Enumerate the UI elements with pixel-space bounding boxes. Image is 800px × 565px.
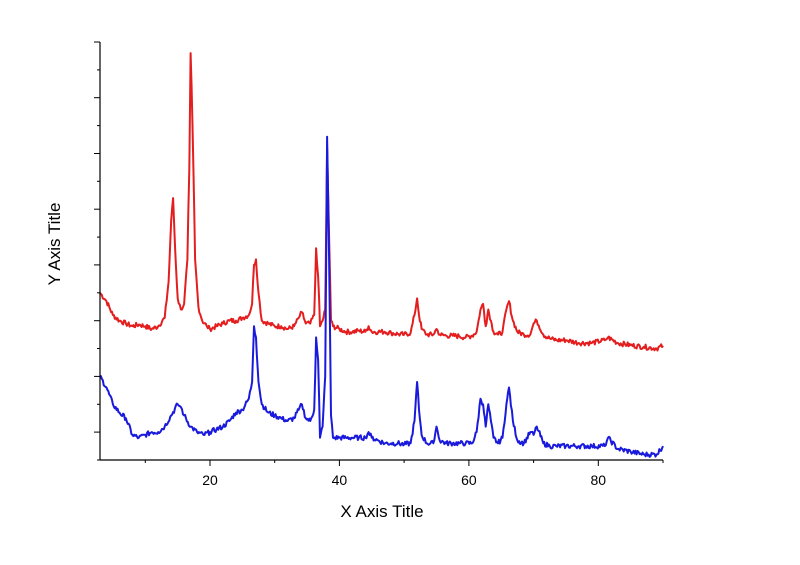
y-axis-ticks	[94, 41, 100, 461]
x-axis-title: X Axis Title	[340, 502, 423, 521]
series-line-2	[99, 135, 664, 458]
x-tick-label: 20	[202, 472, 218, 488]
x-tick-label: 60	[461, 472, 477, 488]
x-tick-label: 40	[332, 472, 348, 488]
x-tick-label: 80	[591, 472, 607, 488]
x-axis-ticks: 20 40 60 80	[144, 460, 664, 488]
series-layer	[99, 52, 664, 458]
series-line-1	[99, 52, 664, 352]
y-axis-title: Y Axis Title	[45, 203, 64, 286]
